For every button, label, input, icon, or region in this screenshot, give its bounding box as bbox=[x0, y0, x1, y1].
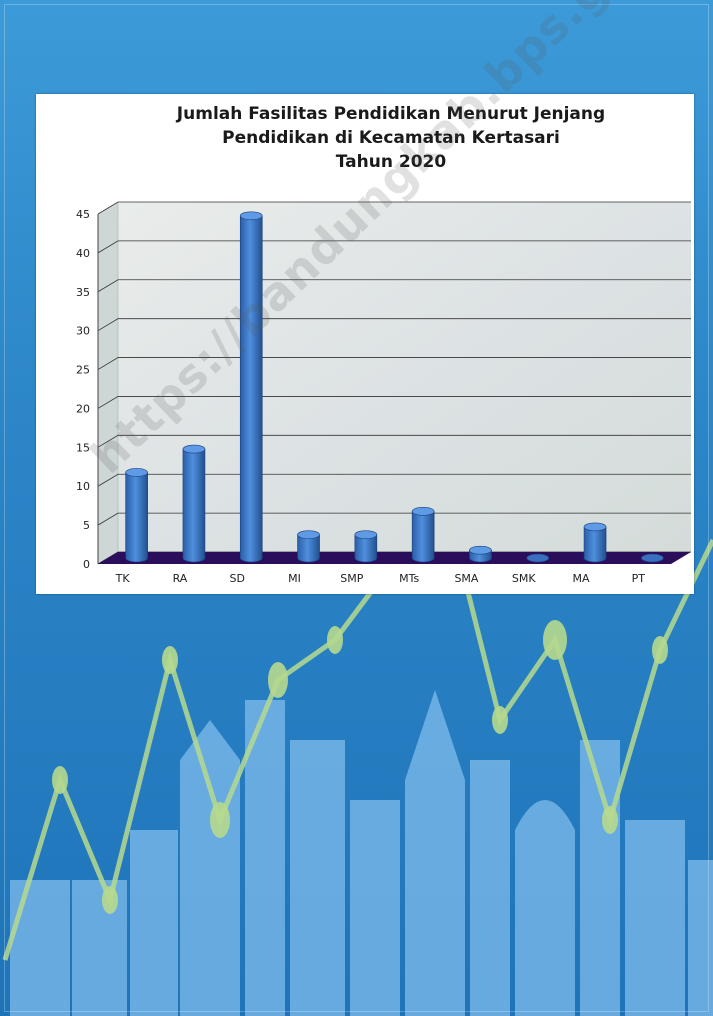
bar bbox=[125, 472, 148, 563]
y-tick-label: 25 bbox=[76, 364, 90, 377]
y-tick-label: 40 bbox=[76, 247, 90, 260]
gridline bbox=[97, 240, 691, 254]
bar bbox=[239, 215, 263, 563]
x-tick-label: MI bbox=[288, 572, 301, 585]
y-tick-label: 5 bbox=[83, 519, 90, 532]
gridline bbox=[97, 434, 691, 448]
bar bbox=[354, 534, 378, 563]
x-tick-label: MTs bbox=[399, 572, 419, 585]
y-tick-label: 10 bbox=[76, 480, 90, 493]
chart-title-line: Pendidikan di Kecamatan Kertasari bbox=[222, 128, 560, 148]
y-tick-label: 15 bbox=[76, 441, 90, 454]
bar bbox=[182, 448, 206, 563]
y-tick-label: 0 bbox=[83, 558, 90, 571]
x-tick-label: RA bbox=[173, 572, 188, 585]
chart-side-wall bbox=[97, 201, 119, 565]
y-tick-label: 35 bbox=[76, 286, 90, 299]
bar-base bbox=[526, 553, 550, 563]
gridline bbox=[97, 318, 691, 332]
y-tick-label: 45 bbox=[76, 208, 90, 221]
x-tick-label: MA bbox=[573, 572, 590, 585]
x-tick-label: SMA bbox=[454, 572, 478, 585]
x-tick-label: SMK bbox=[512, 572, 536, 585]
bar bbox=[411, 511, 435, 563]
bar-base bbox=[641, 553, 664, 563]
bar-top bbox=[354, 530, 378, 539]
y-tick-label: 20 bbox=[76, 402, 90, 415]
chart-title-line: Jumlah Fasilitas Pendidikan Menurut Jenj… bbox=[176, 104, 606, 124]
bar-top bbox=[297, 530, 320, 539]
gridline bbox=[97, 396, 691, 409]
gridline bbox=[97, 357, 691, 370]
x-tick-label: SMP bbox=[340, 572, 363, 585]
trend-line bbox=[2, 536, 713, 961]
chart-plot: 0 5 10 15 20 25 30 35 40 45 TK RA SD MI SMP MTs SMA SMK MA… bbox=[76, 201, 691, 585]
x-tick-label: TK bbox=[115, 572, 131, 585]
gridline bbox=[97, 201, 691, 215]
chart-geometry: 0 5 10 15 20 25 30 35 40 45 TK RA SD MI SMP MTs SMA SMK MA… bbox=[76, 201, 691, 585]
bar bbox=[583, 526, 607, 563]
x-tick-label: SD bbox=[230, 572, 245, 585]
chart-card: 0 5 10 15 20 25 30 35 40 45 TK RA SD MI SMP MTs SMA SMK MA… bbox=[36, 94, 694, 594]
bar-top bbox=[182, 444, 206, 454]
page-border bbox=[4, 4, 709, 1012]
bar bbox=[297, 534, 320, 563]
gridline bbox=[97, 473, 691, 487]
bar-top bbox=[583, 522, 607, 532]
bar-top bbox=[411, 507, 435, 516]
y-tick-label: 30 bbox=[76, 325, 90, 338]
bar-top bbox=[125, 468, 148, 477]
chart-title-line: Tahun 2020 bbox=[335, 152, 447, 172]
bar-top bbox=[239, 211, 263, 221]
chart-title: Jumlah Fasilitas Pendidikan Menurut Jenj… bbox=[96, 102, 686, 174]
gridline bbox=[97, 512, 691, 526]
bar-top bbox=[469, 545, 492, 555]
x-tick-label: PT bbox=[632, 572, 646, 585]
gridline bbox=[97, 279, 691, 293]
